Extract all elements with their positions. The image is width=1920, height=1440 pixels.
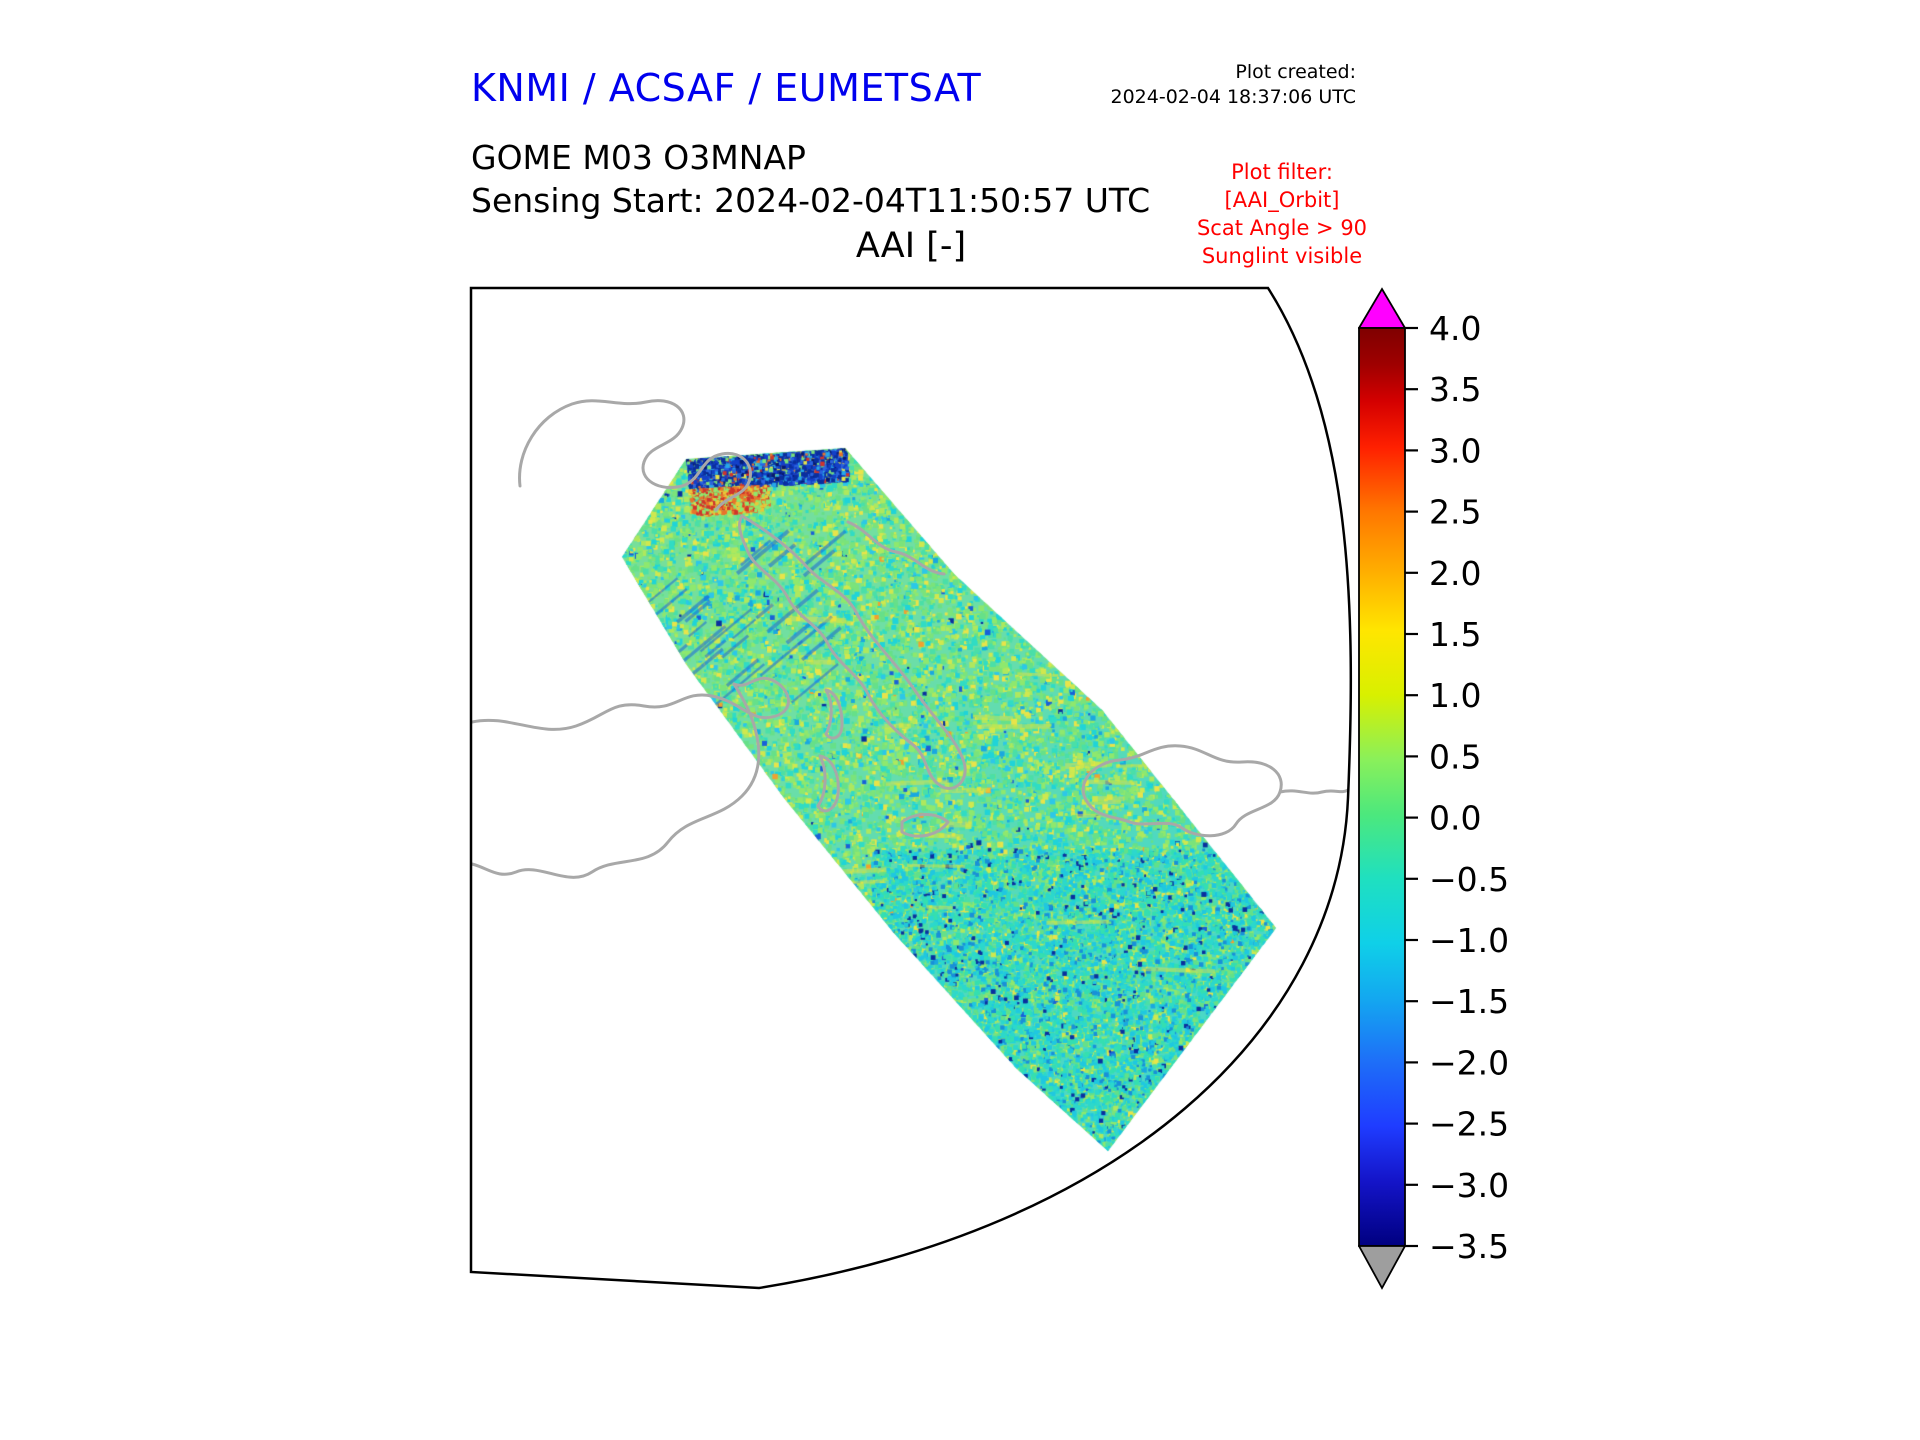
colorbar-tick-label: −2.5 [1429,1105,1509,1144]
plot-created-block: Plot created: 2024-02-04 18:37:06 UTC [1011,60,1357,110]
colorbar-tick-label: 1.0 [1429,676,1481,715]
colorbar-svg: 4.0 3.5 3.0 2.5 2.0 1.5 1.0 0.5 0.0 −0.5 −1.0 −1.5 −… [1357,287,1509,1290]
colorbar-over-arrow [1357,287,1407,329]
coastline-sardinia [816,754,840,813]
coastline-black-sea [1081,744,1283,838]
coastline-west-europe [470,676,790,879]
aai-swath-canvas [471,288,1351,1288]
colorbar-tick-label: −3.0 [1429,1166,1509,1205]
sensing-start: Sensing Start: 2024-02-04T11:50:57 UTC [471,181,1151,220]
map-boundary [469,286,1353,1290]
colorbar-tick-label: −0.5 [1429,860,1509,899]
colorbar-gradient-bar [1358,327,1406,1247]
colorbar-tick-label: −1.5 [1429,982,1509,1021]
plot-filter-line: [AAI_Orbit] [1224,188,1340,212]
colorbar-tick-label: 3.0 [1429,431,1481,470]
coastline-baltic [846,520,946,576]
colorbar-tick-label: 1.5 [1429,615,1481,654]
coastline-sicily [900,813,950,838]
colorbar-tick-label: 0.5 [1429,737,1481,776]
coastline-corsica [824,688,844,740]
colorbar-tick-label: 0.0 [1429,799,1481,838]
plot-filter-block: Plot filter: [AAI_Orbit] Scat Angle > 90… [1122,158,1442,270]
plot-filter-line: Sunglint visible [1201,244,1363,268]
colorbar-tick-label: 2.5 [1429,493,1481,532]
coastline-scandinavia [518,399,752,512]
plot-filter-line: Scat Angle > 90 [1196,216,1368,240]
colorbar-tick-label: 4.0 [1429,309,1481,348]
axes-title: AAI [-] [855,226,967,266]
coastlines [470,399,1350,879]
colorbar-tick-label: −3.5 [1429,1227,1509,1266]
plot-created-label: Plot created: [1235,61,1356,83]
product-title: GOME M03 O3MNAP [471,138,806,177]
coastline-caucasus [1278,788,1350,795]
colorbar-tick-label: −2.0 [1429,1043,1509,1082]
colorbar-tick-label: 2.0 [1429,554,1481,593]
colorbar: 4.0 3.5 3.0 2.5 2.0 1.5 1.0 0.5 0.0 −0.5 −1.0 −1.5 −… [1357,286,1678,1296]
coastline-italy [738,514,967,790]
colorbar-tick-label: 3.5 [1429,370,1481,409]
colorbar-under-arrow [1357,1245,1407,1290]
colorbar-tick-label: −1.0 [1429,921,1509,960]
plot-filter-title: Plot filter: [1231,160,1333,184]
agency-title: KNMI / ACSAF / EUMETSAT [471,66,982,110]
plot-created-datetime: 2024-02-04 18:37:06 UTC [1110,86,1357,108]
